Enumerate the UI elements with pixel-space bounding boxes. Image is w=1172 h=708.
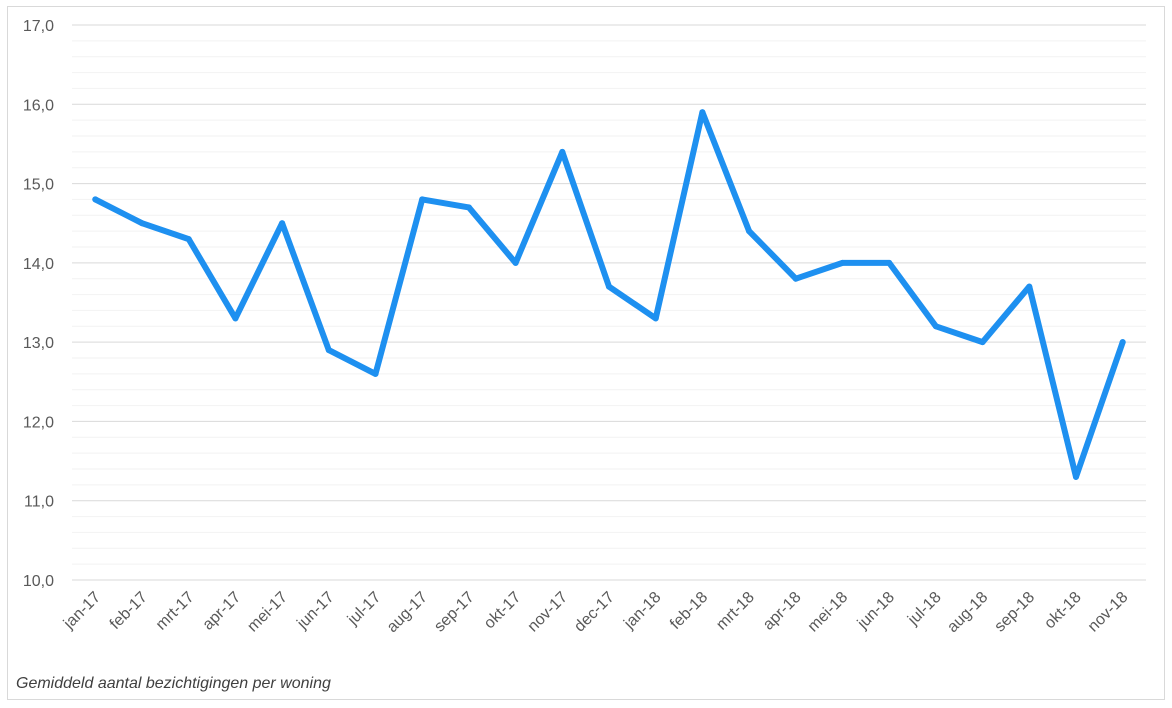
y-axis-tick-labels: 10,0 11,0 12,0 13,0 14,0 15,0 16,0 17,0: [23, 18, 54, 590]
x-tick-label: feb-17: [107, 589, 151, 633]
x-axis-tick-labels: jan-17 feb-17 mrt-17 apr-17 mei-17 jun-17 jul-…: [60, 589, 1132, 636]
x-tick-label: jan-18: [620, 589, 664, 633]
data-point: [746, 228, 753, 235]
x-tick-label: sep-18: [991, 589, 1038, 636]
x-tick-label: jun-18: [854, 589, 898, 633]
data-point: [699, 109, 706, 116]
x-tick-label: mei-18: [805, 589, 852, 636]
data-point: [652, 315, 659, 322]
data-point: [92, 196, 99, 203]
y-tick-label: 12,0: [23, 414, 54, 431]
data-point: [1119, 339, 1126, 346]
x-tick-label: nov-18: [1085, 589, 1132, 636]
y-tick-label: 16,0: [23, 97, 54, 114]
data-point: [512, 259, 519, 266]
x-tick-label: jul-17: [344, 589, 384, 629]
x-tick-label: apr-17: [200, 589, 245, 634]
y-tick-label: 17,0: [23, 18, 54, 35]
data-point: [559, 148, 566, 155]
data-point: [419, 196, 426, 203]
data-point: [839, 259, 846, 266]
x-tick-label: mrt-18: [713, 589, 758, 634]
data-point: [465, 204, 472, 211]
x-tick-label: jul-18: [904, 589, 944, 629]
x-tick-label: sep-17: [431, 589, 478, 636]
x-tick-label: mrt-17: [153, 589, 198, 634]
data-point: [279, 220, 286, 227]
x-tick-label: feb-18: [667, 589, 711, 633]
x-tick-label: aug-17: [384, 589, 431, 636]
data-point: [979, 339, 986, 346]
x-tick-label: jan-17: [60, 589, 104, 633]
x-tick-label: dec-17: [571, 589, 618, 636]
x-tick-label: nov-17: [525, 589, 572, 636]
data-point: [139, 220, 146, 227]
data-point: [185, 236, 192, 243]
major-gridlines: [72, 24, 1146, 581]
chart-caption: Gemiddeld aantal bezichtigingen per woni…: [16, 675, 331, 692]
chart-frame: [7, 6, 1165, 700]
x-tick-label: aug-18: [944, 589, 991, 636]
data-point: [932, 323, 939, 330]
minor-gridlines: [72, 40, 1146, 565]
data-point: [1072, 473, 1079, 480]
y-tick-label: 13,0: [23, 335, 54, 352]
y-tick-label: 14,0: [23, 256, 54, 273]
x-tick-label: okt-17: [481, 589, 525, 633]
data-point: [792, 275, 799, 282]
x-tick-label: apr-18: [760, 589, 805, 634]
x-tick-label: okt-18: [1041, 589, 1085, 633]
data-point: [1026, 283, 1033, 290]
x-tick-label: mei-17: [244, 589, 291, 636]
y-tick-label: 15,0: [23, 177, 54, 194]
y-tick-label: 11,0: [24, 494, 54, 511]
data-point: [325, 347, 332, 354]
data-points: [92, 109, 1126, 480]
data-point: [886, 259, 893, 266]
x-tick-label: jun-17: [293, 589, 337, 633]
y-tick-label: 10,0: [23, 573, 54, 590]
data-point: [372, 370, 379, 377]
data-point: [232, 315, 239, 322]
data-point: [606, 283, 612, 290]
